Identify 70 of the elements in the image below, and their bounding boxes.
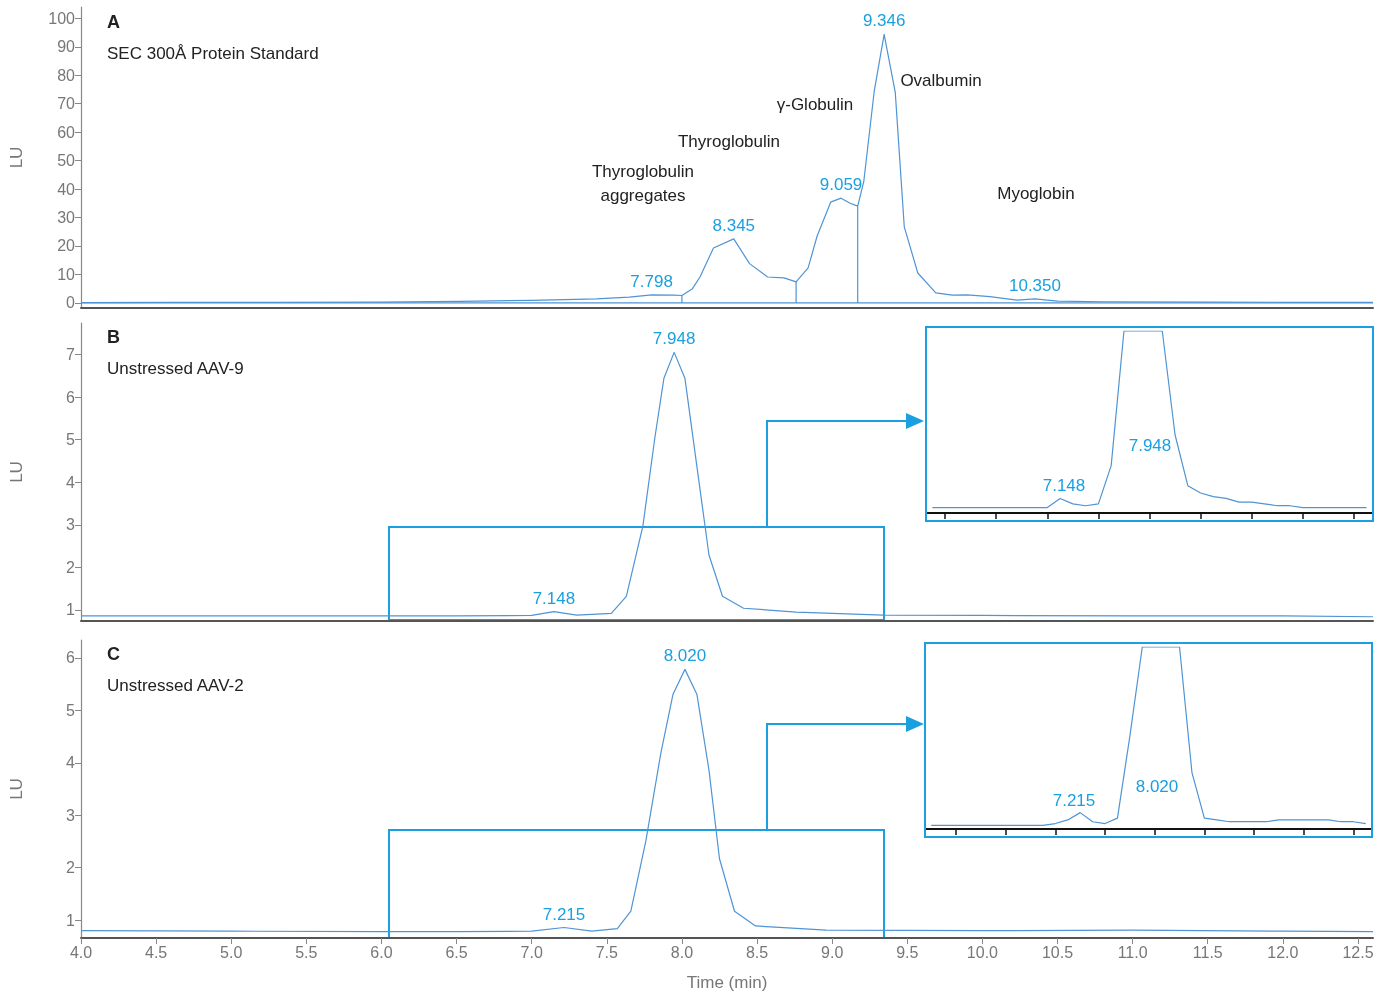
annotation: Thyroglobulin — [677, 131, 781, 151]
y-tick-label: 7 — [66, 346, 76, 363]
annotation: 7.215 — [1052, 790, 1096, 810]
y-tick-label: 4 — [66, 473, 76, 491]
y-tick-label: 40 — [57, 180, 76, 198]
y-tick-label: 6 — [66, 649, 76, 667]
y-tick-label: 0 — [66, 294, 76, 312]
y-tick-label: 20 — [57, 237, 76, 255]
annotation: 9.059 — [819, 175, 863, 195]
x-tick-label: 11.0 — [1117, 943, 1148, 961]
x-tick-label: 9.5 — [896, 943, 919, 961]
annotation: γ-Globulin — [776, 94, 854, 114]
annotation: 10.350 — [1008, 275, 1061, 295]
x-tick-label: 12.5 — [1342, 943, 1374, 961]
y-tick-label: 1 — [66, 601, 76, 619]
x-tick-label: 10.0 — [966, 943, 999, 961]
y-tick-label: 70 — [57, 95, 76, 113]
y-tick-label: 5 — [66, 431, 76, 449]
text: Unstressed AAV-2 — [107, 676, 244, 695]
y-axis-title: LU — [7, 146, 26, 169]
y-tick-label: 3 — [66, 806, 76, 824]
annotation: 8.020 — [1135, 776, 1179, 796]
x-tick-label: 6.5 — [445, 943, 468, 961]
y-tick-label: 90 — [57, 38, 76, 56]
y-tick-label: 80 — [57, 66, 76, 84]
annotation: Ovalbumin — [900, 70, 982, 90]
y-tick-label: 2 — [66, 859, 76, 877]
x-tick-label: 5.5 — [295, 943, 318, 961]
annotation: 8.345 — [712, 215, 756, 235]
chart-title: A — [107, 12, 120, 32]
x-axis-title: Time (min) — [686, 973, 768, 992]
x-tick-label: 12.0 — [1267, 943, 1299, 961]
y-axis-title: LU — [7, 778, 26, 800]
annotation: 9.346 — [862, 11, 906, 31]
y-tick-label: 10 — [57, 265, 76, 283]
x-tick-label: 5.0 — [220, 943, 243, 961]
x-tick-label: 8.5 — [745, 943, 769, 961]
y-tick-label: 50 — [57, 152, 76, 170]
chart-title: B — [107, 327, 120, 347]
annotation: Thyroglobulin aggregates — [591, 161, 695, 205]
annotation: 8.020 — [663, 646, 707, 666]
annotation: 7.215 — [542, 904, 586, 924]
y-tick-label: 3 — [66, 516, 76, 534]
y-tick-label: 6 — [66, 388, 76, 406]
y-tick-label: 100 — [48, 9, 76, 27]
annotation: 7.798 — [630, 271, 673, 291]
annotation: 7.948 — [1128, 435, 1172, 455]
x-tick-label: 11.5 — [1192, 943, 1223, 961]
annotation: Myoglobin — [997, 183, 1075, 203]
y-tick-label: 4 — [66, 754, 76, 772]
text: SEC 300Å Protein Standard — [107, 44, 319, 63]
y-tick-label: 2 — [66, 558, 76, 576]
x-tick-label: 4.5 — [144, 943, 168, 961]
x-tick-label: 7.0 — [520, 943, 543, 961]
y-tick-label: 30 — [57, 209, 76, 227]
y-axis-title: LU — [7, 461, 26, 483]
x-tick-label: 9.0 — [821, 943, 844, 961]
y-tick-label: 5 — [66, 701, 76, 719]
x-tick-label: 10.5 — [1041, 943, 1074, 961]
chart-title: C — [107, 644, 120, 664]
y-tick-label: 60 — [57, 123, 76, 141]
x-tick-label: 4.0 — [69, 943, 93, 961]
y-tick-label: 1 — [66, 911, 76, 929]
x-tick-label: 8.0 — [670, 943, 694, 961]
annotation: 7.148 — [1042, 475, 1086, 495]
annotation: 7.948 — [652, 329, 696, 349]
x-tick-label: 6.0 — [370, 943, 393, 961]
text: Unstressed AAV-9 — [107, 359, 244, 378]
x-tick-label: 7.5 — [595, 943, 619, 961]
annotation: 7.148 — [532, 588, 576, 608]
